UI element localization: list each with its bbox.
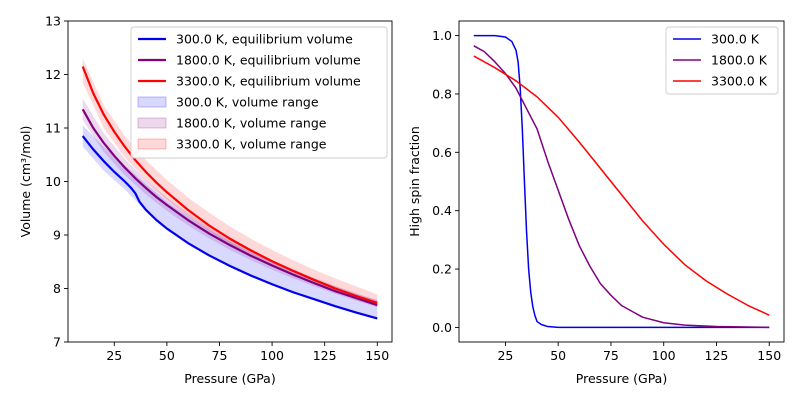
x-tick-label: 150 — [365, 348, 389, 363]
x-axis-label: Pressure (GPa) — [576, 371, 667, 386]
series-line-2 — [81, 108, 378, 307]
y-tick-label: 0.6 — [432, 145, 452, 160]
x-tick-label: 50 — [159, 348, 175, 363]
y-tick-label: 0.2 — [432, 262, 452, 277]
series-line-1 — [81, 135, 378, 320]
legend-entry-label: 300.0 K, volume range — [176, 95, 319, 110]
legend-entry-label: 300.0 K — [711, 32, 760, 47]
legend-entry-label: 3300.0 K — [711, 74, 768, 89]
x-tick-label: 100 — [260, 348, 284, 363]
chart-panel-2: 25 50 75 100 125 150 0.0 0.2 0.4 0.6 0.8 1.0 Pressur… — [407, 20, 785, 386]
y-tick-label: 11 — [45, 121, 61, 136]
x-tick-label: 125 — [313, 348, 337, 363]
axes-frame — [458, 20, 785, 343]
y-tick-label: 12 — [45, 67, 61, 82]
series-line-1 — [473, 34, 770, 329]
series-line-3 — [473, 55, 770, 316]
legend-swatch — [137, 138, 167, 150]
x-tick-label: 75 — [603, 348, 619, 363]
y-tick-label: 13 — [45, 14, 61, 29]
y-tick-label: 0.4 — [432, 203, 452, 218]
x-axis-label: Pressure (GPa) — [184, 371, 275, 386]
x-tick-label: 25 — [497, 348, 513, 363]
legend-swatch — [137, 96, 167, 108]
y-tick-label: 0.8 — [432, 86, 452, 101]
band-1 — [82, 125, 378, 319]
legend-entry-label: 1800.0 K — [711, 53, 768, 68]
x-tick-label: 100 — [652, 348, 676, 363]
legend-entry-label: 3300.0 K, equilibrium volume — [176, 74, 361, 89]
x-tick-label: 150 — [757, 348, 781, 363]
legend-entry-label: 300.0 K, equilibrium volume — [176, 32, 353, 47]
y-tick-label: 7 — [53, 335, 61, 350]
y-tick-label: 10 — [45, 174, 61, 189]
legend-entry-label: 1800.0 K, equilibrium volume — [176, 53, 361, 68]
legend-swatch — [137, 117, 167, 129]
y-axis-label: Volume (cm³/mol) — [18, 126, 33, 238]
legend: 300.0 K, equilibrium volume 1800.0 K, equ… — [130, 26, 388, 159]
legend-frame — [130, 26, 388, 159]
y-axis-label: High spin fraction — [407, 126, 422, 237]
series-line-3 — [81, 66, 378, 304]
y-tick-label: 1.0 — [432, 28, 452, 43]
x-tick-label: 125 — [705, 348, 729, 363]
y-tick-label: 0.0 — [432, 320, 452, 335]
x-tick-label: 75 — [212, 348, 228, 363]
x-tick-label: 25 — [106, 348, 122, 363]
y-tick-label: 9 — [53, 228, 61, 243]
y-tick-label: 8 — [53, 281, 61, 296]
chart-panel-1: 25 50 75 100 125 150 7 8 9 10 11 12 13 Pressure (GPa)… — [18, 14, 393, 386]
legend-entry-label: 1800.0 K, volume range — [176, 116, 327, 131]
x-tick-label: 50 — [550, 348, 566, 363]
legend-frame — [665, 26, 779, 95]
legend-entry-label: 3300.0 K, volume range — [176, 137, 327, 152]
plot-area — [81, 58, 378, 320]
legend: 300.0 K 1800.0 K 3300.0 K — [665, 26, 779, 95]
plot-area — [473, 34, 770, 329]
